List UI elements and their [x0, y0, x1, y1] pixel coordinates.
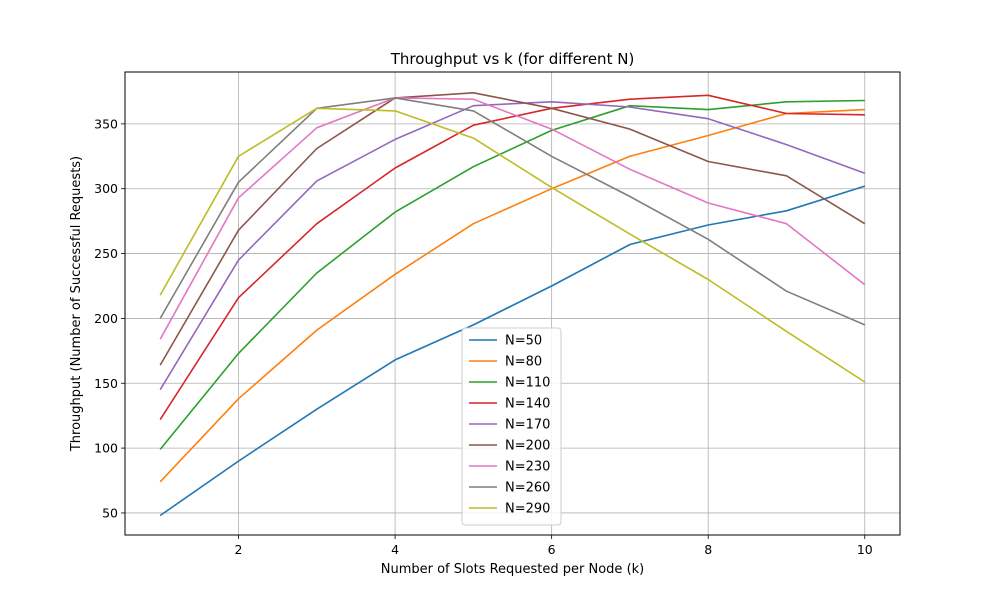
legend-label: N=50 — [505, 334, 542, 349]
y-axis-label: Throughput (Number of Successful Request… — [69, 156, 84, 452]
series-line-n-290 — [159, 107, 866, 383]
x-tick-label: 8 — [704, 542, 712, 557]
series-line-n-200 — [159, 92, 866, 366]
x-axis-label: Number of Slots Requested per Node (k) — [381, 562, 645, 577]
x-tick-label: 2 — [235, 542, 243, 557]
legend-label: N=170 — [505, 418, 550, 433]
x-tick-label: 6 — [548, 542, 556, 557]
legend: N=50 N=80 N=110 N=140 N=170 N=200 N=230 N=260 N=… — [461, 327, 562, 526]
y-tick-label: 300 — [94, 181, 118, 196]
plot-frame — [124, 71, 901, 536]
series-line-n-80 — [159, 108, 865, 483]
legend-label: N=230 — [505, 460, 550, 475]
series-line-n-230 — [159, 97, 866, 340]
grid — [125, 72, 900, 535]
legend-label: N=200 — [505, 439, 550, 454]
y-tick-label: 200 — [94, 311, 118, 326]
y-tick-label: 50 — [102, 505, 118, 520]
legend-label: N=140 — [505, 397, 550, 412]
y-tick-label: 250 — [94, 246, 118, 261]
y-tick-label: 350 — [94, 116, 118, 131]
chart-title: Throughput vs k (for different N) — [390, 50, 635, 68]
series-line-n-260 — [159, 97, 866, 326]
axis-ticks: 2 4 6 8 10 50 100 150 200 250 300 350 — [94, 116, 873, 557]
legend-label: N=260 — [505, 481, 550, 496]
series-lines — [159, 92, 866, 517]
legend-label: N=290 — [505, 502, 550, 517]
legend-label: N=80 — [505, 355, 542, 370]
x-tick-label: 4 — [391, 542, 399, 557]
series-line-n-140 — [159, 94, 865, 421]
legend-box — [461, 327, 562, 526]
legend-label: N=110 — [505, 376, 550, 391]
y-tick-label: 100 — [94, 441, 118, 456]
series-line-n-50 — [159, 185, 866, 517]
x-tick-label: 10 — [857, 542, 873, 557]
series-line-n-170 — [159, 101, 866, 391]
y-tick-label: 150 — [94, 376, 118, 391]
series-line-n-110 — [159, 99, 865, 450]
